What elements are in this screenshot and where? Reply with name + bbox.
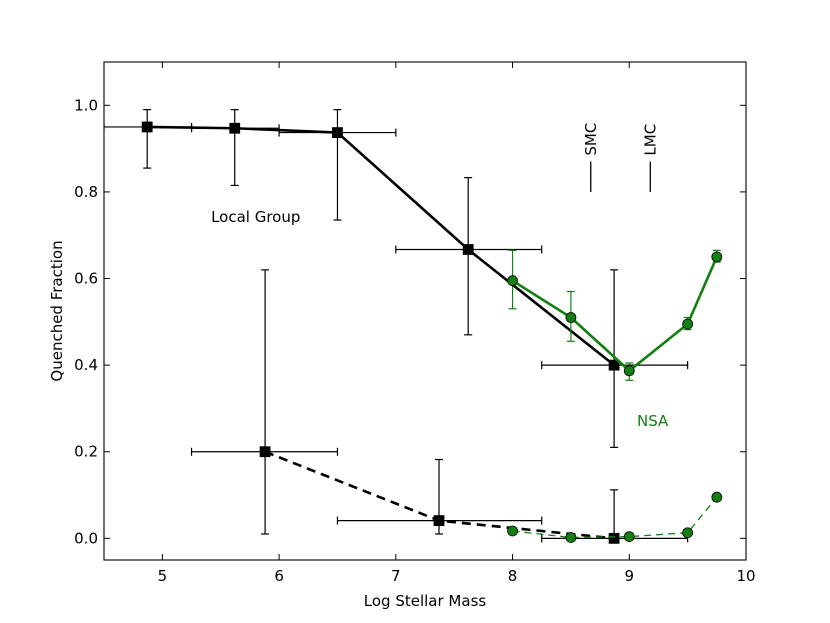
y-tick-label-3: 0.6 — [74, 270, 98, 288]
series-0-point-3 — [462, 244, 474, 255]
y-tick-label-1: 0.2 — [74, 443, 98, 461]
data-layer — [104, 109, 723, 544]
x-axis-title: Log Stellar Mass — [364, 592, 487, 610]
y-tick-label-2: 0.4 — [74, 356, 98, 374]
y-tick-label-4: 0.8 — [74, 183, 98, 201]
y-tick-label-0: 0.0 — [74, 529, 98, 547]
marker-label-smc: SMC — [582, 123, 600, 156]
series-1-point-1 — [565, 312, 577, 323]
y-tick-label-5: 1.0 — [74, 96, 98, 114]
x-tick-label-0: 5 — [158, 567, 168, 585]
x-tick-label-4: 9 — [624, 567, 634, 585]
x-tick-label-1: 6 — [274, 567, 284, 585]
series-0-point-2 — [332, 127, 343, 138]
axes-frame — [103, 61, 747, 561]
annotation-0: Local Group — [211, 208, 300, 226]
series-2-point-0 — [259, 446, 271, 458]
series-3-point-0 — [507, 525, 518, 537]
series-1-point-0 — [507, 275, 518, 287]
plot-frame — [103, 61, 747, 561]
series-3-point-2 — [623, 531, 635, 543]
series-0-line — [147, 125, 615, 367]
series-3-point-3 — [682, 527, 694, 539]
x-tick-label-2: 7 — [391, 567, 401, 585]
x-tick-label-3: 8 — [508, 567, 518, 585]
text-layer: SMC LMC Local Group NSA 5 6 7 8 9 10 0.0 0.2 0.4 0.6 0… — [48, 96, 756, 610]
series-1-point-3 — [682, 318, 694, 330]
series-0-group — [104, 109, 689, 449]
series-0-point-0 — [141, 121, 153, 133]
series-1-group — [507, 249, 723, 381]
series-0-point-1 — [229, 122, 241, 134]
marker-label-lmc: LMC — [641, 124, 659, 156]
series-3-point-4 — [711, 491, 723, 503]
annotation-1: NSA — [637, 412, 669, 430]
y-axis-title: Quenched Fraction — [48, 240, 66, 381]
series-0-point-4 — [608, 359, 620, 371]
series-3-point-1 — [565, 532, 577, 543]
series-2-point-1 — [433, 515, 445, 526]
series-3-line — [512, 496, 718, 539]
series-2-group — [190, 269, 689, 544]
series-3-group — [507, 491, 723, 543]
x-tick-label-5: 10 — [736, 567, 755, 585]
series-1-point-2 — [623, 365, 635, 377]
series-1-point-4 — [711, 251, 723, 263]
series-2-point-2 — [608, 532, 620, 544]
